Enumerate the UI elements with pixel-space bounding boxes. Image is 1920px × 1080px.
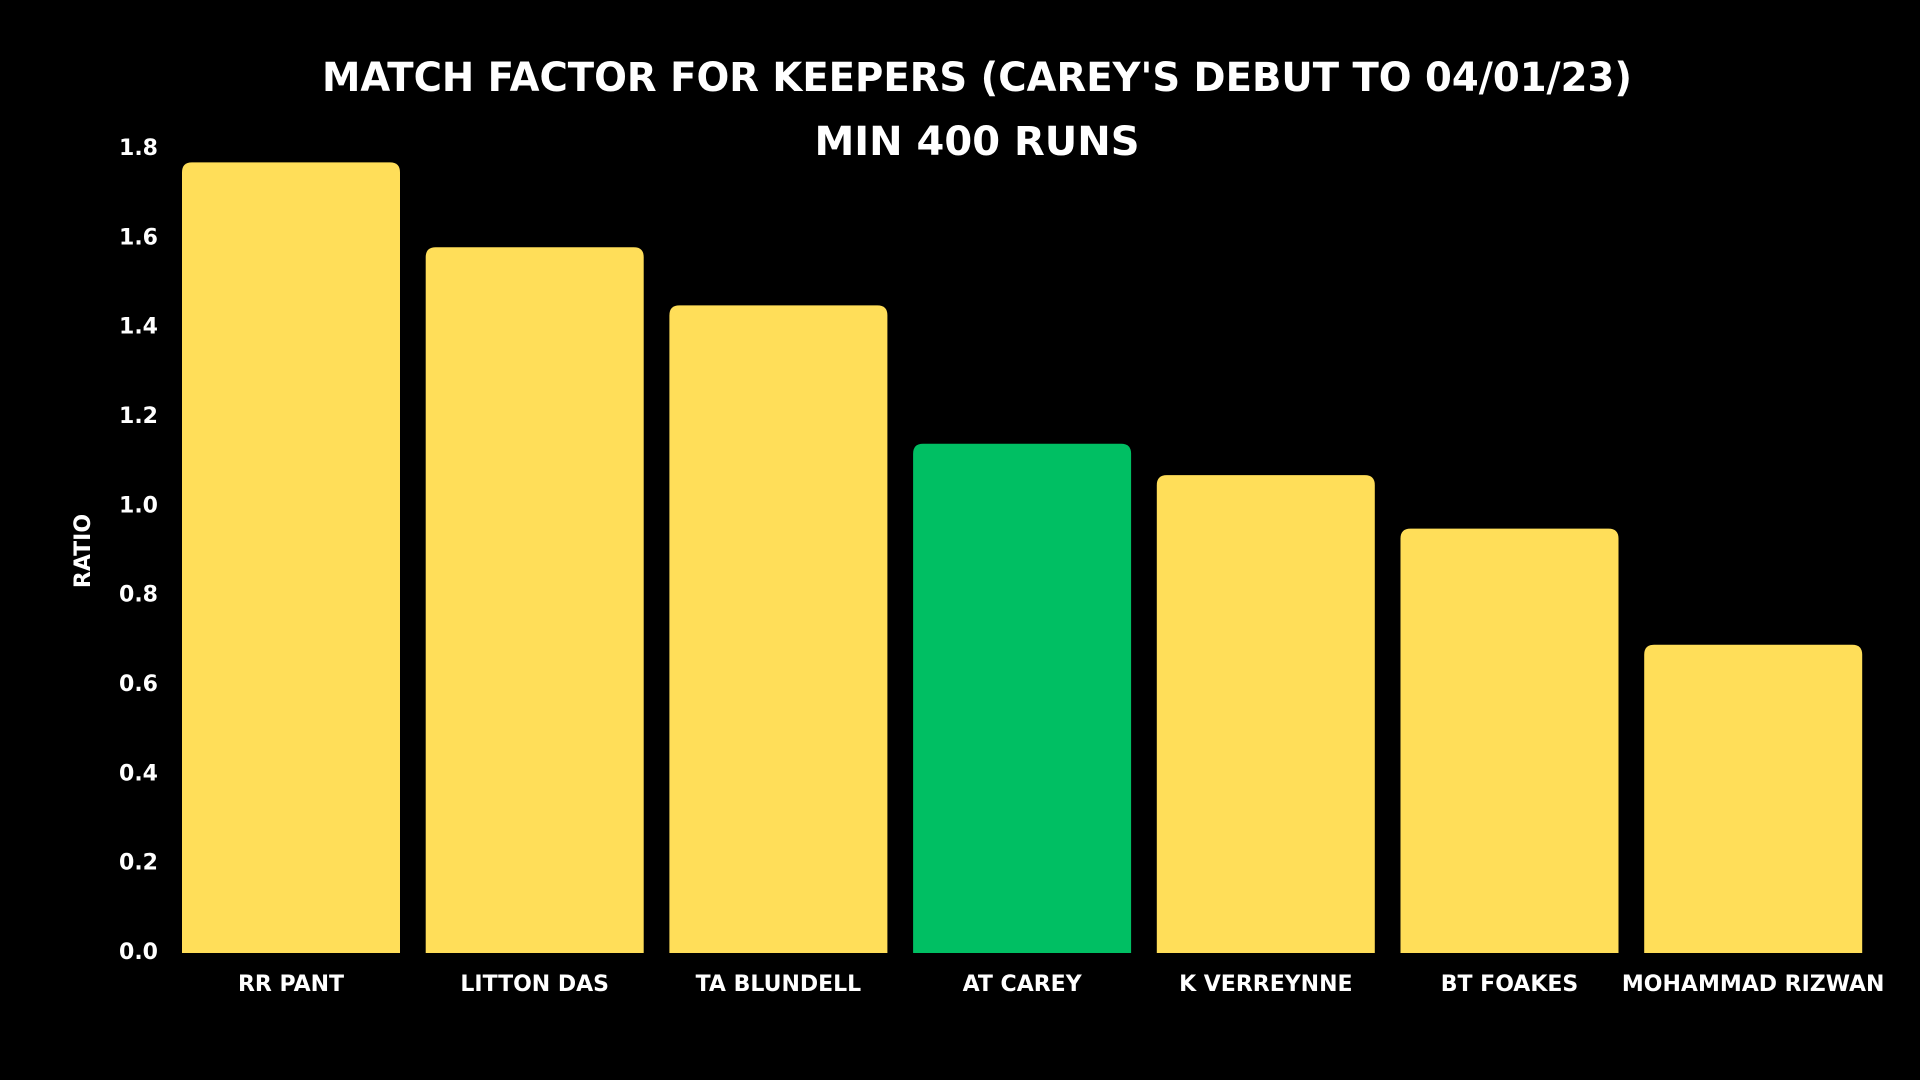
- x-tick-label: K VERREYNNE: [1179, 972, 1352, 997]
- y-tick-label: 0.6: [119, 672, 158, 697]
- chart-title: MATCH FACTOR FOR KEEPERS (CAREY'S DEBUT …: [322, 55, 1632, 101]
- y-tick-label: 1.0: [119, 493, 158, 518]
- y-tick-label: 1.6: [119, 225, 158, 250]
- y-tick-label: 0.2: [119, 851, 158, 876]
- chart-subtitle: MIN 400 RUNS: [814, 119, 1139, 165]
- x-tick-label: MOHAMMAD RIZWAN: [1622, 972, 1885, 997]
- x-tick-label: AT CAREY: [963, 972, 1083, 997]
- x-tick-label: BT FOAKES: [1441, 972, 1579, 997]
- y-tick-label: 1.2: [119, 404, 158, 429]
- x-tick-label: LITTON DAS: [460, 972, 609, 997]
- y-tick-label: 0.8: [119, 583, 158, 608]
- y-tick-label: 1.4: [119, 315, 158, 340]
- y-tick-label: 0.4: [119, 761, 158, 786]
- bar: [913, 443, 1132, 953]
- x-tick-label: TA BLUNDELL: [696, 972, 862, 997]
- y-axis-label: RATIO: [71, 514, 96, 588]
- bar: [669, 305, 888, 953]
- bar: [1156, 475, 1375, 953]
- bar: [182, 162, 400, 953]
- bar: [425, 247, 644, 953]
- x-tick-label: RR PANT: [238, 972, 344, 997]
- y-tick-label: 0.0: [119, 940, 158, 965]
- bar: [1400, 528, 1619, 953]
- y-tick-label: 1.8: [119, 136, 158, 161]
- bar: [1644, 644, 1863, 953]
